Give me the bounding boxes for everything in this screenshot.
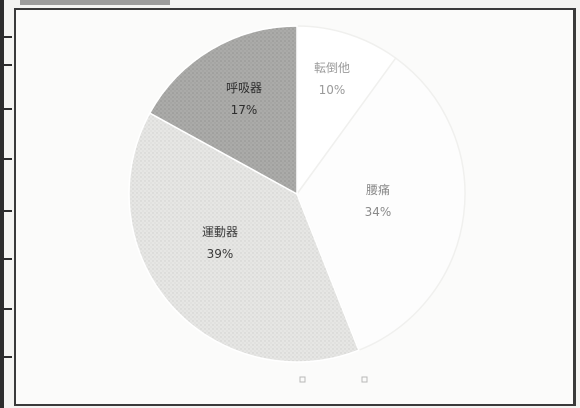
pie-labels: 転倒他 10% 腰痛 34% 運動器 39% 呼吸器 17% [202, 61, 391, 261]
left-rule-tick [0, 36, 12, 38]
chart-legend [299, 376, 368, 383]
slice-percent-label: 10% [319, 83, 346, 97]
pie-slice [296, 57, 466, 352]
slice-percent-label: 17% [231, 103, 258, 117]
slice-percent-label: 34% [365, 205, 392, 219]
left-rule-tick [0, 308, 12, 310]
pie-slice [148, 25, 298, 196]
slice-category-label: 腰痛 [366, 182, 390, 197]
pie-slices [128, 25, 466, 363]
left-rule-tick [0, 108, 12, 110]
left-rule-tick [0, 356, 12, 358]
pie-slice [128, 112, 360, 363]
legend-marker [361, 376, 368, 383]
left-rule-tick [0, 258, 12, 260]
scan-smudge [20, 0, 170, 5]
left-border-rule [0, 0, 4, 408]
slice-category-label: 運動器 [202, 225, 238, 239]
left-rule-tick [0, 158, 12, 160]
slice-percent-label: 39% [207, 247, 234, 261]
slice-category-label: 転倒他 [314, 61, 350, 75]
left-rule-tick [0, 64, 12, 66]
left-rule-tick [0, 210, 12, 212]
legend-marker [299, 376, 306, 383]
slice-category-label: 呼吸器 [226, 81, 262, 95]
pie-slice [296, 25, 397, 197]
